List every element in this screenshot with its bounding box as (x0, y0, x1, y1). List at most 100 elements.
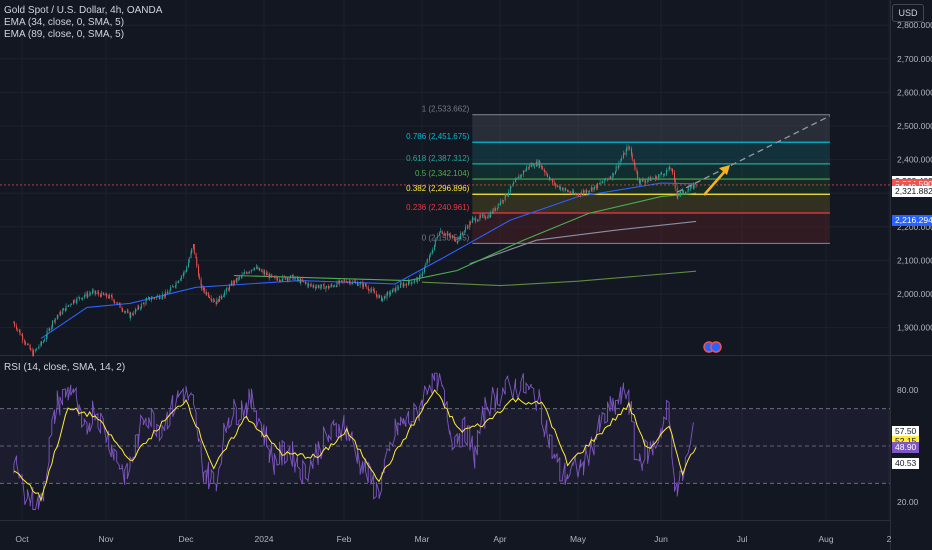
candle-body (256, 266, 258, 270)
currency-button[interactable]: USD (892, 4, 924, 22)
candle-body (454, 240, 456, 242)
candle-body (191, 248, 193, 253)
candle-body (426, 261, 428, 265)
candle-body (76, 297, 78, 302)
candle-body (266, 272, 268, 275)
candle-body (172, 286, 174, 288)
candle-body (586, 190, 588, 193)
candle-body (310, 284, 312, 286)
candle-body (97, 292, 99, 294)
candle-body (113, 299, 115, 302)
candle-body (315, 286, 317, 288)
candle-body (395, 287, 397, 292)
candle-body (228, 288, 230, 290)
candle-body (248, 272, 250, 274)
candle-body (424, 267, 426, 272)
candle-body (559, 186, 561, 189)
candle-body (655, 176, 657, 179)
candle-body (441, 230, 443, 234)
candle-body (647, 179, 649, 181)
candle-body (531, 164, 533, 167)
candle-body (198, 275, 200, 280)
candle-body (552, 179, 554, 184)
candle-body (218, 295, 220, 302)
candle-body (486, 217, 488, 219)
candle-body (373, 289, 375, 291)
fib-level-label: 1 (2,533.662) (422, 105, 470, 114)
candle-body (322, 284, 324, 286)
candle-body (145, 300, 147, 305)
price-axis-label: 2,800.000 (897, 20, 932, 30)
candle-body (554, 183, 556, 185)
candle-body (565, 188, 567, 190)
candle-body (434, 244, 436, 251)
candle-body (591, 187, 593, 191)
candle-body (344, 280, 346, 282)
candle-body (406, 284, 408, 286)
candle-body (75, 301, 77, 303)
candle-body (100, 294, 102, 297)
candle-body (668, 167, 670, 171)
time-axis-label: Apr (493, 534, 506, 544)
candle-body (308, 284, 310, 287)
candle-body (411, 282, 413, 284)
rsi-legend: RSI (14, close, SMA, 14, 2) (4, 362, 126, 373)
candle-body (328, 285, 330, 289)
candle-body (570, 192, 572, 194)
candle-body (564, 188, 566, 190)
candle-body (378, 295, 380, 298)
candle-body (436, 237, 438, 240)
candle-body (292, 274, 294, 280)
candle-body (536, 162, 538, 166)
candle-body (208, 293, 210, 297)
candle-body (357, 284, 359, 286)
chart-title: Gold Spot / U.S. Dollar, 4h, OANDA (4, 5, 163, 16)
candle-body (663, 173, 665, 175)
candle-body (472, 218, 474, 220)
candle-body (613, 173, 615, 175)
candle-body (642, 179, 644, 182)
candle-body (530, 165, 532, 167)
candle-body (405, 283, 407, 285)
candle-body (588, 190, 590, 192)
candle-body (629, 147, 631, 149)
price-axis-label: 2,700.000 (897, 54, 932, 64)
candle-body (240, 276, 242, 278)
candle-body (251, 269, 253, 271)
candle-body (392, 288, 394, 290)
candle-body (140, 303, 142, 309)
candle-body (541, 165, 543, 168)
candle-body (230, 282, 232, 286)
candle-body (89, 293, 91, 295)
candle-body (235, 278, 237, 283)
candle-body (665, 170, 667, 175)
rsi-tag: 52.15 (892, 435, 920, 447)
candle-body (291, 274, 293, 276)
fib-level-label: 0.618 (2,387.312) (406, 154, 469, 163)
candle-body (269, 274, 271, 278)
candle-body (79, 297, 81, 299)
candle-body (164, 292, 166, 297)
candle-body (130, 313, 132, 318)
time-axis-label: 2 (887, 534, 892, 544)
candle-body (111, 295, 113, 300)
candle-body (489, 214, 491, 218)
candle-body (300, 279, 302, 283)
candle-body (241, 274, 243, 277)
candle-body (471, 218, 473, 223)
candle-body (510, 186, 512, 188)
candle-body (562, 189, 564, 191)
price-axis-label: 2,100.000 (897, 255, 932, 265)
candle-body (153, 297, 155, 299)
candle-body (684, 192, 686, 194)
ma-line (469, 220, 697, 265)
candle-body (466, 226, 468, 228)
time-axis-label: Aug (818, 534, 833, 544)
candle-body (410, 282, 412, 284)
candle-body (674, 179, 676, 189)
candle-body (282, 276, 284, 280)
candle-body (119, 303, 121, 308)
candle-body (313, 285, 315, 287)
